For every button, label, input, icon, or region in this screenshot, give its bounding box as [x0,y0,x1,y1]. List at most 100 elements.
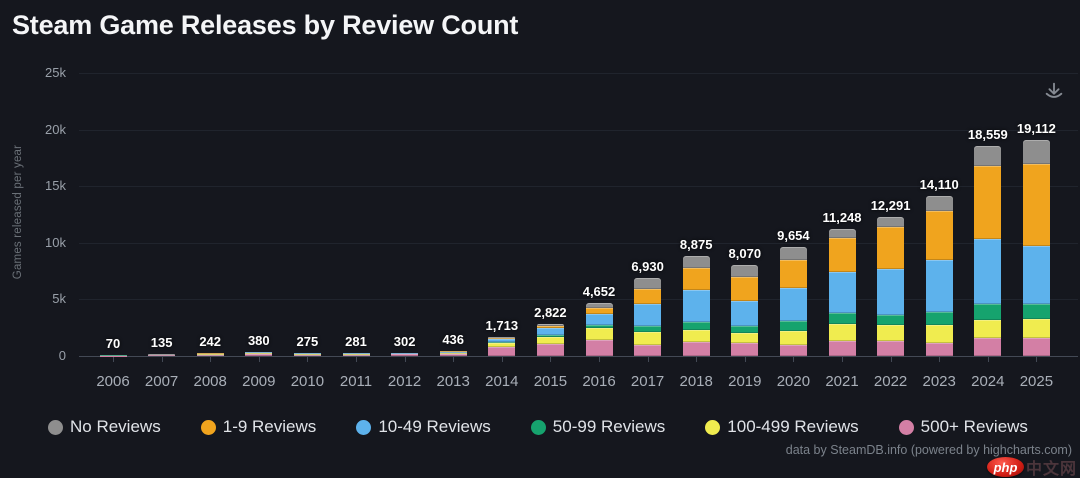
bar-segment[interactable] [536,334,564,337]
bar-2025[interactable] [1022,139,1050,356]
legend-item-500-reviews[interactable]: 500+ Reviews [898,417,1028,437]
bar-segment[interactable] [974,239,1002,305]
bar-segment[interactable] [925,210,953,261]
bar-segment[interactable] [245,352,273,353]
bar-2015[interactable] [536,324,564,356]
bar-segment[interactable] [148,355,176,356]
bar-segment[interactable] [877,216,905,227]
bar-segment[interactable] [731,343,759,356]
bar-segment[interactable] [828,238,856,273]
bar-segment[interactable] [585,325,613,329]
bar-segment[interactable] [731,300,759,327]
bar-2024[interactable] [974,145,1002,356]
bar-segment[interactable] [439,351,467,353]
bar-segment[interactable] [1022,303,1050,319]
bar-segment[interactable] [585,313,613,326]
bar-2016[interactable] [585,303,613,356]
bar-segment[interactable] [1022,338,1050,356]
bar-2012[interactable] [391,352,419,356]
bar-segment[interactable] [974,304,1002,321]
bar-segment[interactable] [634,344,662,356]
bar-segment[interactable] [245,353,273,355]
bar-segment[interactable] [536,328,564,335]
bar-segment[interactable] [925,343,953,356]
bar-2013[interactable] [439,351,467,356]
bar-segment[interactable] [974,165,1002,240]
bar-segment[interactable] [877,341,905,356]
bar-segment[interactable] [1022,318,1050,339]
bar-segment[interactable] [536,326,564,329]
bar-segment[interactable] [585,340,613,356]
bar-segment[interactable] [585,328,613,341]
bar-2009[interactable] [245,351,273,356]
bar-2007[interactable] [148,354,176,356]
bar-segment[interactable] [439,352,467,354]
bar-2020[interactable] [779,246,807,356]
bar-segment[interactable] [682,267,710,290]
bar-segment[interactable] [682,341,710,356]
bar-segment[interactable] [828,324,856,342]
bar-segment[interactable] [439,353,467,356]
bar-segment[interactable] [779,287,807,322]
legend-item-100-499-reviews[interactable]: 100-499 Reviews [705,417,859,437]
bar-segment[interactable] [536,343,564,356]
bar-segment[interactable] [1022,139,1050,164]
bar-segment[interactable] [342,353,370,354]
bar-segment[interactable] [828,272,856,313]
bar-segment[interactable] [731,277,759,301]
bar-segment[interactable] [828,341,856,356]
bar-segment[interactable] [779,246,807,261]
bar-segment[interactable] [536,324,564,327]
bar-segment[interactable] [731,326,759,334]
bar-segment[interactable] [391,354,419,356]
bar-segment[interactable] [779,321,807,331]
bar-segment[interactable] [196,354,224,356]
bar-segment[interactable] [779,260,807,288]
bar-segment[interactable] [779,330,807,345]
bar-segment[interactable] [682,289,710,322]
bar-segment[interactable] [925,196,953,211]
bar-segment[interactable] [974,338,1002,356]
bar-segment[interactable] [634,303,662,327]
bar-segment[interactable] [634,332,662,345]
bar-2022[interactable] [877,216,905,356]
bar-segment[interactable] [682,321,710,330]
bar-segment[interactable] [391,352,419,354]
bar-segment[interactable] [682,329,710,342]
bar-segment[interactable] [925,311,953,326]
bar-segment[interactable] [634,326,662,333]
bar-segment[interactable] [585,308,613,314]
bar-segment[interactable] [536,336,564,344]
bar-segment[interactable] [682,255,710,268]
bar-segment[interactable] [877,226,905,270]
bar-2006[interactable] [99,355,127,356]
bar-segment[interactable] [779,344,807,356]
bar-segment[interactable] [293,354,321,355]
bar-segment[interactable] [634,277,662,289]
legend-item-10-49-reviews[interactable]: 10-49 Reviews [356,417,491,437]
bar-2011[interactable] [342,352,370,356]
bar-segment[interactable] [342,354,370,356]
bar-segment[interactable] [877,269,905,315]
bar-segment[interactable] [731,333,759,344]
bar-segment[interactable] [974,145,1002,166]
bar-segment[interactable] [828,312,856,325]
bar-segment[interactable] [1022,245,1050,304]
bar-segment[interactable] [488,336,516,338]
bar-2017[interactable] [634,277,662,356]
bar-segment[interactable] [488,341,516,343]
bar-2014[interactable] [488,336,516,356]
bar-segment[interactable] [488,342,516,347]
bar-segment[interactable] [488,337,516,339]
bar-segment[interactable] [488,338,516,342]
legend-item-no-reviews[interactable]: No Reviews [48,417,161,437]
bar-2018[interactable] [682,255,710,356]
bar-segment[interactable] [196,354,224,355]
bar-2023[interactable] [925,196,953,356]
bar-segment[interactable] [925,325,953,344]
bar-segment[interactable] [731,264,759,278]
bar-segment[interactable] [488,346,516,356]
bar-segment[interactable] [585,303,613,309]
bar-segment[interactable] [828,228,856,239]
bar-segment[interactable] [925,260,953,312]
